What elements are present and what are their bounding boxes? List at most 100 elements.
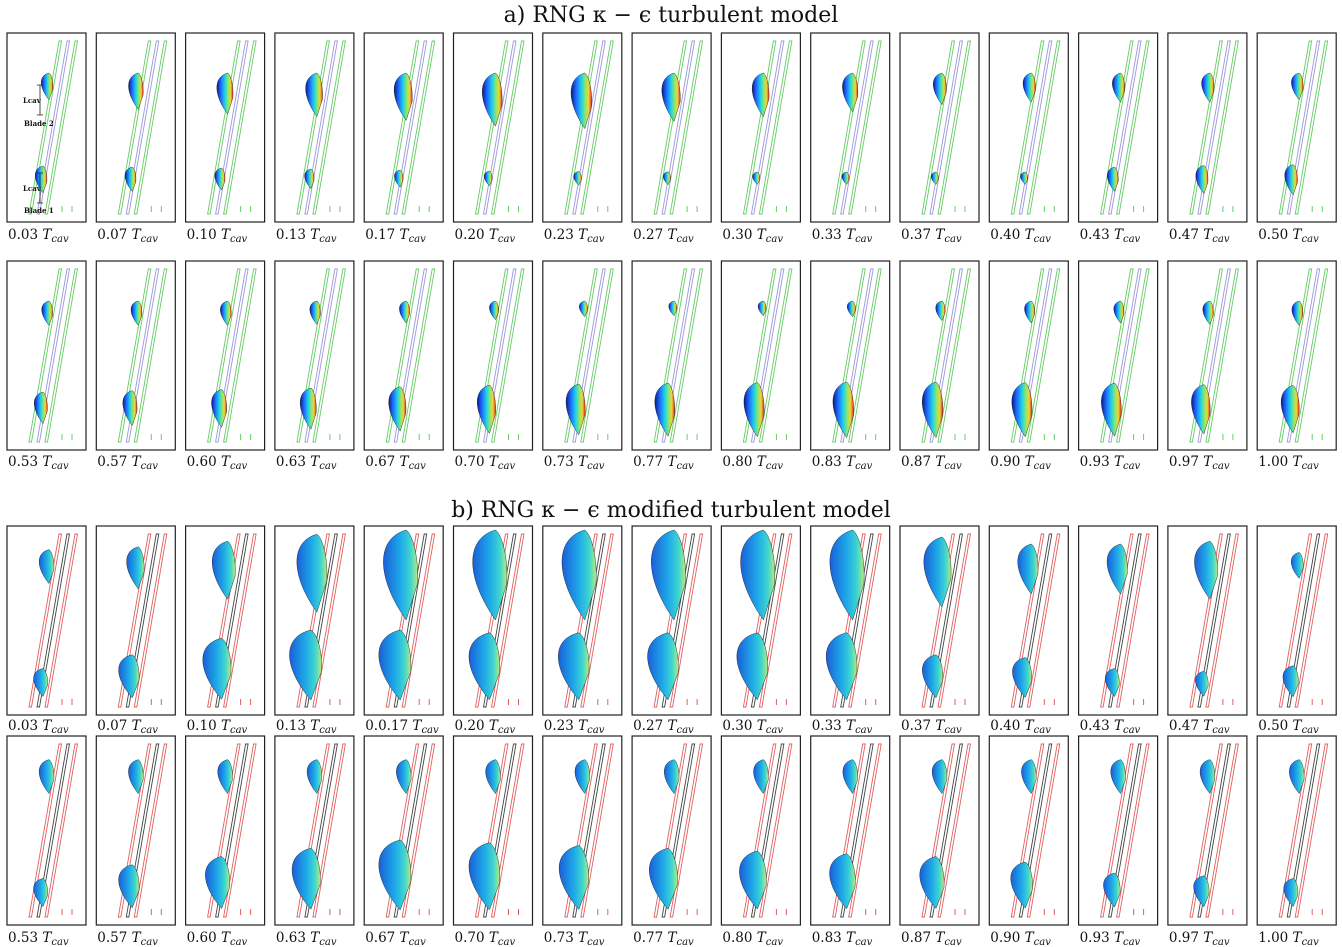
blade-stub <box>686 909 698 915</box>
frame <box>631 32 712 223</box>
cavity-blade-1 <box>1281 385 1300 434</box>
panel-a-title: a) RNG κ − ϵ turbulent model <box>504 3 839 28</box>
cavity-blade-1 <box>1284 164 1298 196</box>
blade-stub <box>865 434 877 440</box>
blade-stub <box>1043 909 1055 915</box>
blade-outline <box>1026 40 1061 215</box>
frame <box>1077 735 1159 926</box>
blade-stub <box>1133 434 1145 440</box>
time-caption: 0.77 Tcav <box>633 930 694 947</box>
cavity-blade-1 <box>1195 165 1209 195</box>
blade-stub <box>418 909 430 915</box>
cavity-blade-2 <box>933 72 947 106</box>
cavity-blade-2 <box>668 300 677 317</box>
frame <box>988 32 1069 223</box>
cavity-blade-1 <box>1193 875 1210 908</box>
blade-stub <box>775 434 787 440</box>
blade-outline <box>36 40 71 215</box>
blade-stub <box>61 909 73 915</box>
blade-stub <box>686 434 698 440</box>
blade-outline <box>1108 533 1142 708</box>
cavity-blade-2 <box>399 300 410 324</box>
blade-outline <box>848 743 882 918</box>
frame-border <box>95 260 176 451</box>
frame <box>274 525 355 716</box>
cavity-blade-2 <box>38 759 55 795</box>
blade-outline <box>1286 743 1321 918</box>
cavity-blade-1 <box>832 381 854 439</box>
blade-outline <box>580 40 614 215</box>
blade-1-label: Blade 1 <box>24 206 54 215</box>
blade-outline <box>848 40 882 215</box>
blade-outline <box>125 40 160 215</box>
cavity-blade-1 <box>654 382 675 437</box>
time-caption: 0.07 Tcav <box>97 227 158 245</box>
time-caption: 0.50 Tcav <box>1258 718 1319 736</box>
blade-outline <box>133 268 168 443</box>
blade-outline <box>1278 743 1313 918</box>
cavity-blade-2 <box>1022 72 1036 103</box>
blade-stub <box>150 699 162 705</box>
blade-outline <box>1286 40 1321 215</box>
blade-outline <box>921 533 956 708</box>
blade-stub <box>508 206 519 212</box>
time-caption: 0.60 Tcav <box>187 454 248 472</box>
blade-stub <box>418 434 430 440</box>
blade-stub <box>1222 434 1234 440</box>
blade-outline <box>296 40 330 215</box>
cavity-blade-1 <box>752 171 760 185</box>
blade-outline <box>1286 533 1321 708</box>
cavity-blade-2 <box>216 72 234 115</box>
cavity-blade-2 <box>1199 759 1216 795</box>
time-caption: 0.70 Tcav <box>455 930 516 947</box>
blade-stub <box>954 206 966 212</box>
time-caption: 0.13 Tcav <box>276 718 337 736</box>
cavity-blade-2 <box>489 300 499 321</box>
blade-outline <box>929 533 964 708</box>
blade-outline <box>133 40 168 215</box>
frame <box>452 735 534 926</box>
panel-b-title: b) RNG κ − ϵ modified turbulent model <box>451 498 891 523</box>
frame <box>1077 525 1159 716</box>
blade-stub <box>240 699 252 705</box>
frame <box>6 525 87 716</box>
blade-stub <box>1311 909 1323 915</box>
blade-stub <box>1133 909 1145 915</box>
time-caption: 0.63 Tcav <box>276 930 337 947</box>
blade-outline <box>758 743 793 918</box>
blade-stub <box>597 909 609 915</box>
cavity-blade-2 <box>570 72 592 130</box>
blade-outline <box>1294 268 1329 443</box>
cavity-blade-1 <box>205 856 230 909</box>
time-caption: 0.53 Tcav <box>8 454 69 472</box>
blade-stub <box>1222 699 1234 705</box>
frame <box>720 525 802 716</box>
time-caption: 0.57 Tcav <box>97 454 158 472</box>
cavity-blade-2 <box>1291 552 1304 579</box>
cavity-blade-1 <box>663 171 671 186</box>
blade-outline <box>1205 268 1239 443</box>
blade-outline <box>937 533 972 708</box>
cavity-blade-1 <box>477 384 496 434</box>
frame <box>95 525 176 716</box>
blade-outline <box>1205 743 1239 918</box>
blade-stub <box>1133 206 1145 212</box>
blade-outline <box>1010 40 1045 215</box>
blade-outline <box>1108 40 1142 215</box>
time-caption: 0.40 Tcav <box>990 718 1051 736</box>
frame <box>185 735 266 926</box>
blade-outline <box>1010 533 1045 708</box>
blade-outline <box>401 533 436 708</box>
frame <box>1167 735 1248 926</box>
blade-outline <box>1018 743 1053 918</box>
time-caption: 0.20 Tcav <box>455 227 516 245</box>
frame <box>185 32 266 223</box>
blade-stub <box>329 434 341 440</box>
blade-outline <box>750 40 785 215</box>
time-caption: 0.40 Tcav <box>990 227 1051 245</box>
lcav-bracket <box>37 84 43 116</box>
blade-outline <box>474 40 509 215</box>
blade-outline <box>36 743 71 918</box>
blade-outline <box>125 743 160 918</box>
blade-stub <box>597 699 609 705</box>
